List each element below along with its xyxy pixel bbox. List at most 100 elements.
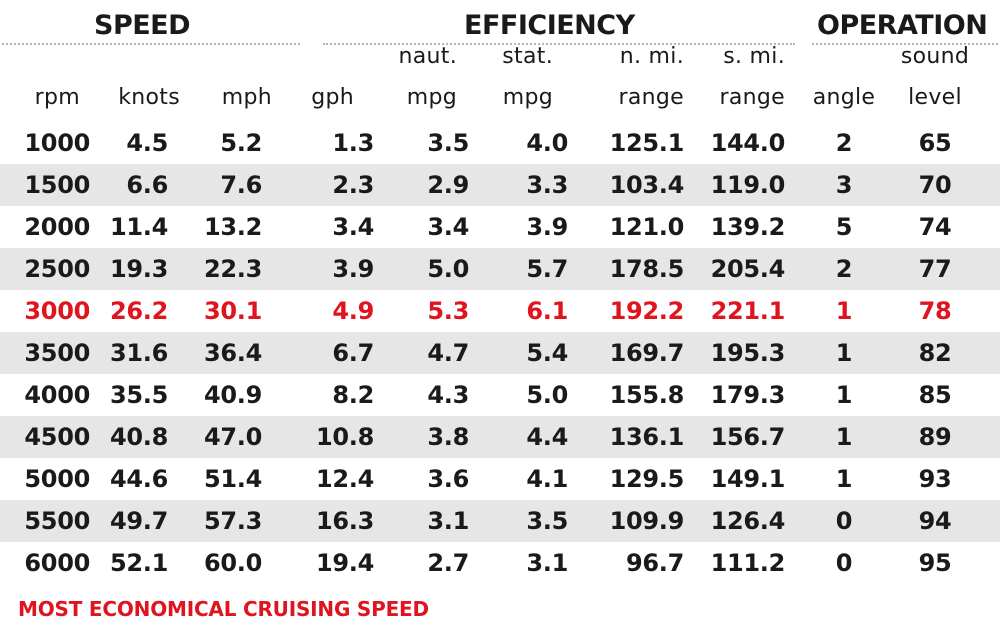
cell-mph: 5.2 <box>220 129 262 157</box>
cell-n-range: 129.5 <box>609 465 685 493</box>
cell-rpm: 1500 <box>24 171 90 199</box>
cell-s-range: 149.1 <box>710 465 786 493</box>
cell-rpm: 4500 <box>24 423 90 451</box>
cell-gph: 8.2 <box>332 381 374 409</box>
cell-mph: 22.3 <box>203 255 262 283</box>
cell-angle: 2 <box>835 255 853 283</box>
cell-naut-mpg: 2.7 <box>427 549 469 577</box>
cell-s-range: 126.4 <box>710 507 786 535</box>
cell-knots: 6.6 <box>126 171 168 199</box>
header-rpm-line2: rpm <box>34 85 80 110</box>
cell-gph: 3.4 <box>332 213 374 241</box>
cell-knots: 19.3 <box>109 255 168 283</box>
cell-s-range: 195.3 <box>710 339 786 367</box>
table-row: 6000 52.1 60.0 19.4 2.7 3.1 96.7 111.2 0 95 <box>0 542 1000 584</box>
header-naut-mpg-line1: naut. <box>398 44 457 69</box>
cell-mph: 60.0 <box>203 549 262 577</box>
cell-sound: 74 <box>918 213 952 241</box>
operation-group-divider <box>812 43 998 45</box>
table-row: 5000 44.6 51.4 12.4 3.6 4.1 129.5 149.1 1 93 <box>0 458 1000 500</box>
cell-stat-mpg: 5.4 <box>526 339 568 367</box>
cell-n-range: 103.4 <box>609 171 685 199</box>
cell-knots: 26.2 <box>109 297 168 325</box>
cell-s-range: 139.2 <box>710 213 786 241</box>
cell-naut-mpg: 5.0 <box>427 255 469 283</box>
cell-gph: 6.7 <box>332 339 374 367</box>
cell-rpm: 2000 <box>24 213 90 241</box>
cell-s-range: 221.1 <box>710 297 786 325</box>
efficiency-group-divider <box>323 43 795 45</box>
cell-stat-mpg: 4.0 <box>526 129 568 157</box>
header-n-range-line1: n. mi. <box>619 44 684 69</box>
cell-stat-mpg: 3.3 <box>526 171 568 199</box>
cell-mph: 7.6 <box>220 171 262 199</box>
header-knots-line2: knots <box>118 85 180 110</box>
cell-stat-mpg: 5.7 <box>526 255 568 283</box>
cell-gph: 4.9 <box>332 297 374 325</box>
cell-s-range: 179.3 <box>710 381 786 409</box>
cell-angle: 1 <box>835 381 853 409</box>
cell-naut-mpg: 3.4 <box>427 213 469 241</box>
cell-angle: 0 <box>835 549 853 577</box>
header-mph-line2: mph <box>221 85 272 110</box>
cell-naut-mpg: 4.7 <box>427 339 469 367</box>
cell-naut-mpg: 3.8 <box>427 423 469 451</box>
cell-n-range: 136.1 <box>609 423 685 451</box>
cell-naut-mpg: 4.3 <box>427 381 469 409</box>
cell-rpm: 5000 <box>24 465 90 493</box>
table-row: 1000 4.5 5.2 1.3 3.5 4.0 125.1 144.0 2 65 <box>0 122 1000 164</box>
table-row: 4000 35.5 40.9 8.2 4.3 5.0 155.8 179.3 1 85 <box>0 374 1000 416</box>
cell-n-range: 121.0 <box>609 213 685 241</box>
cell-naut-mpg: 3.5 <box>427 129 469 157</box>
header-n-range-line2: range <box>618 85 684 110</box>
speed-group-title: SPEED <box>94 10 191 41</box>
table-row: 2500 19.3 22.3 3.9 5.0 5.7 178.5 205.4 2 77 <box>0 248 1000 290</box>
cell-s-range: 119.0 <box>710 171 786 199</box>
cell-rpm: 2500 <box>24 255 90 283</box>
cell-stat-mpg: 4.4 <box>526 423 568 451</box>
cell-angle: 3 <box>835 171 853 199</box>
cell-gph: 12.4 <box>315 465 374 493</box>
cell-s-range: 144.0 <box>710 129 786 157</box>
cell-angle: 1 <box>835 423 853 451</box>
cell-mph: 51.4 <box>203 465 262 493</box>
table-row: 1500 6.6 7.6 2.3 2.9 3.3 103.4 119.0 3 70 <box>0 164 1000 206</box>
header-naut-mpg-line2: mpg <box>406 85 457 110</box>
cell-n-range: 169.7 <box>609 339 685 367</box>
header-sound-line1: sound <box>900 44 970 69</box>
cell-s-range: 205.4 <box>710 255 786 283</box>
cell-n-range: 109.9 <box>609 507 685 535</box>
cell-mph: 36.4 <box>203 339 262 367</box>
cell-rpm: 3500 <box>24 339 90 367</box>
table-row: 5500 49.7 57.3 16.3 3.1 3.5 109.9 126.4 0 94 <box>0 500 1000 542</box>
cell-sound: 78 <box>918 297 952 325</box>
cell-knots: 11.4 <box>109 213 168 241</box>
cell-gph: 19.4 <box>315 549 374 577</box>
header-angle-line2: angle <box>812 85 876 110</box>
cell-stat-mpg: 4.1 <box>526 465 568 493</box>
cell-n-range: 155.8 <box>609 381 685 409</box>
header-stat-mpg-line1: stat. <box>502 44 553 69</box>
cell-sound: 70 <box>918 171 952 199</box>
cell-stat-mpg: 3.1 <box>526 549 568 577</box>
cell-gph: 1.3 <box>332 129 374 157</box>
cell-sound: 94 <box>918 507 952 535</box>
cell-knots: 40.8 <box>109 423 168 451</box>
cell-gph: 10.8 <box>315 423 374 451</box>
cell-n-range: 96.7 <box>625 549 684 577</box>
cell-angle: 2 <box>835 129 853 157</box>
cell-n-range: 178.5 <box>609 255 685 283</box>
cell-rpm: 6000 <box>24 549 90 577</box>
operation-group-title: OPERATION <box>817 10 988 41</box>
cell-sound: 82 <box>918 339 952 367</box>
cell-angle: 0 <box>835 507 853 535</box>
cell-gph: 16.3 <box>315 507 374 535</box>
cell-gph: 3.9 <box>332 255 374 283</box>
cell-mph: 57.3 <box>203 507 262 535</box>
cell-angle: 1 <box>835 339 853 367</box>
cell-knots: 44.6 <box>109 465 168 493</box>
cell-s-range: 111.2 <box>710 549 786 577</box>
cell-gph: 2.3 <box>332 171 374 199</box>
cell-rpm: 1000 <box>24 129 90 157</box>
cell-sound: 93 <box>918 465 952 493</box>
